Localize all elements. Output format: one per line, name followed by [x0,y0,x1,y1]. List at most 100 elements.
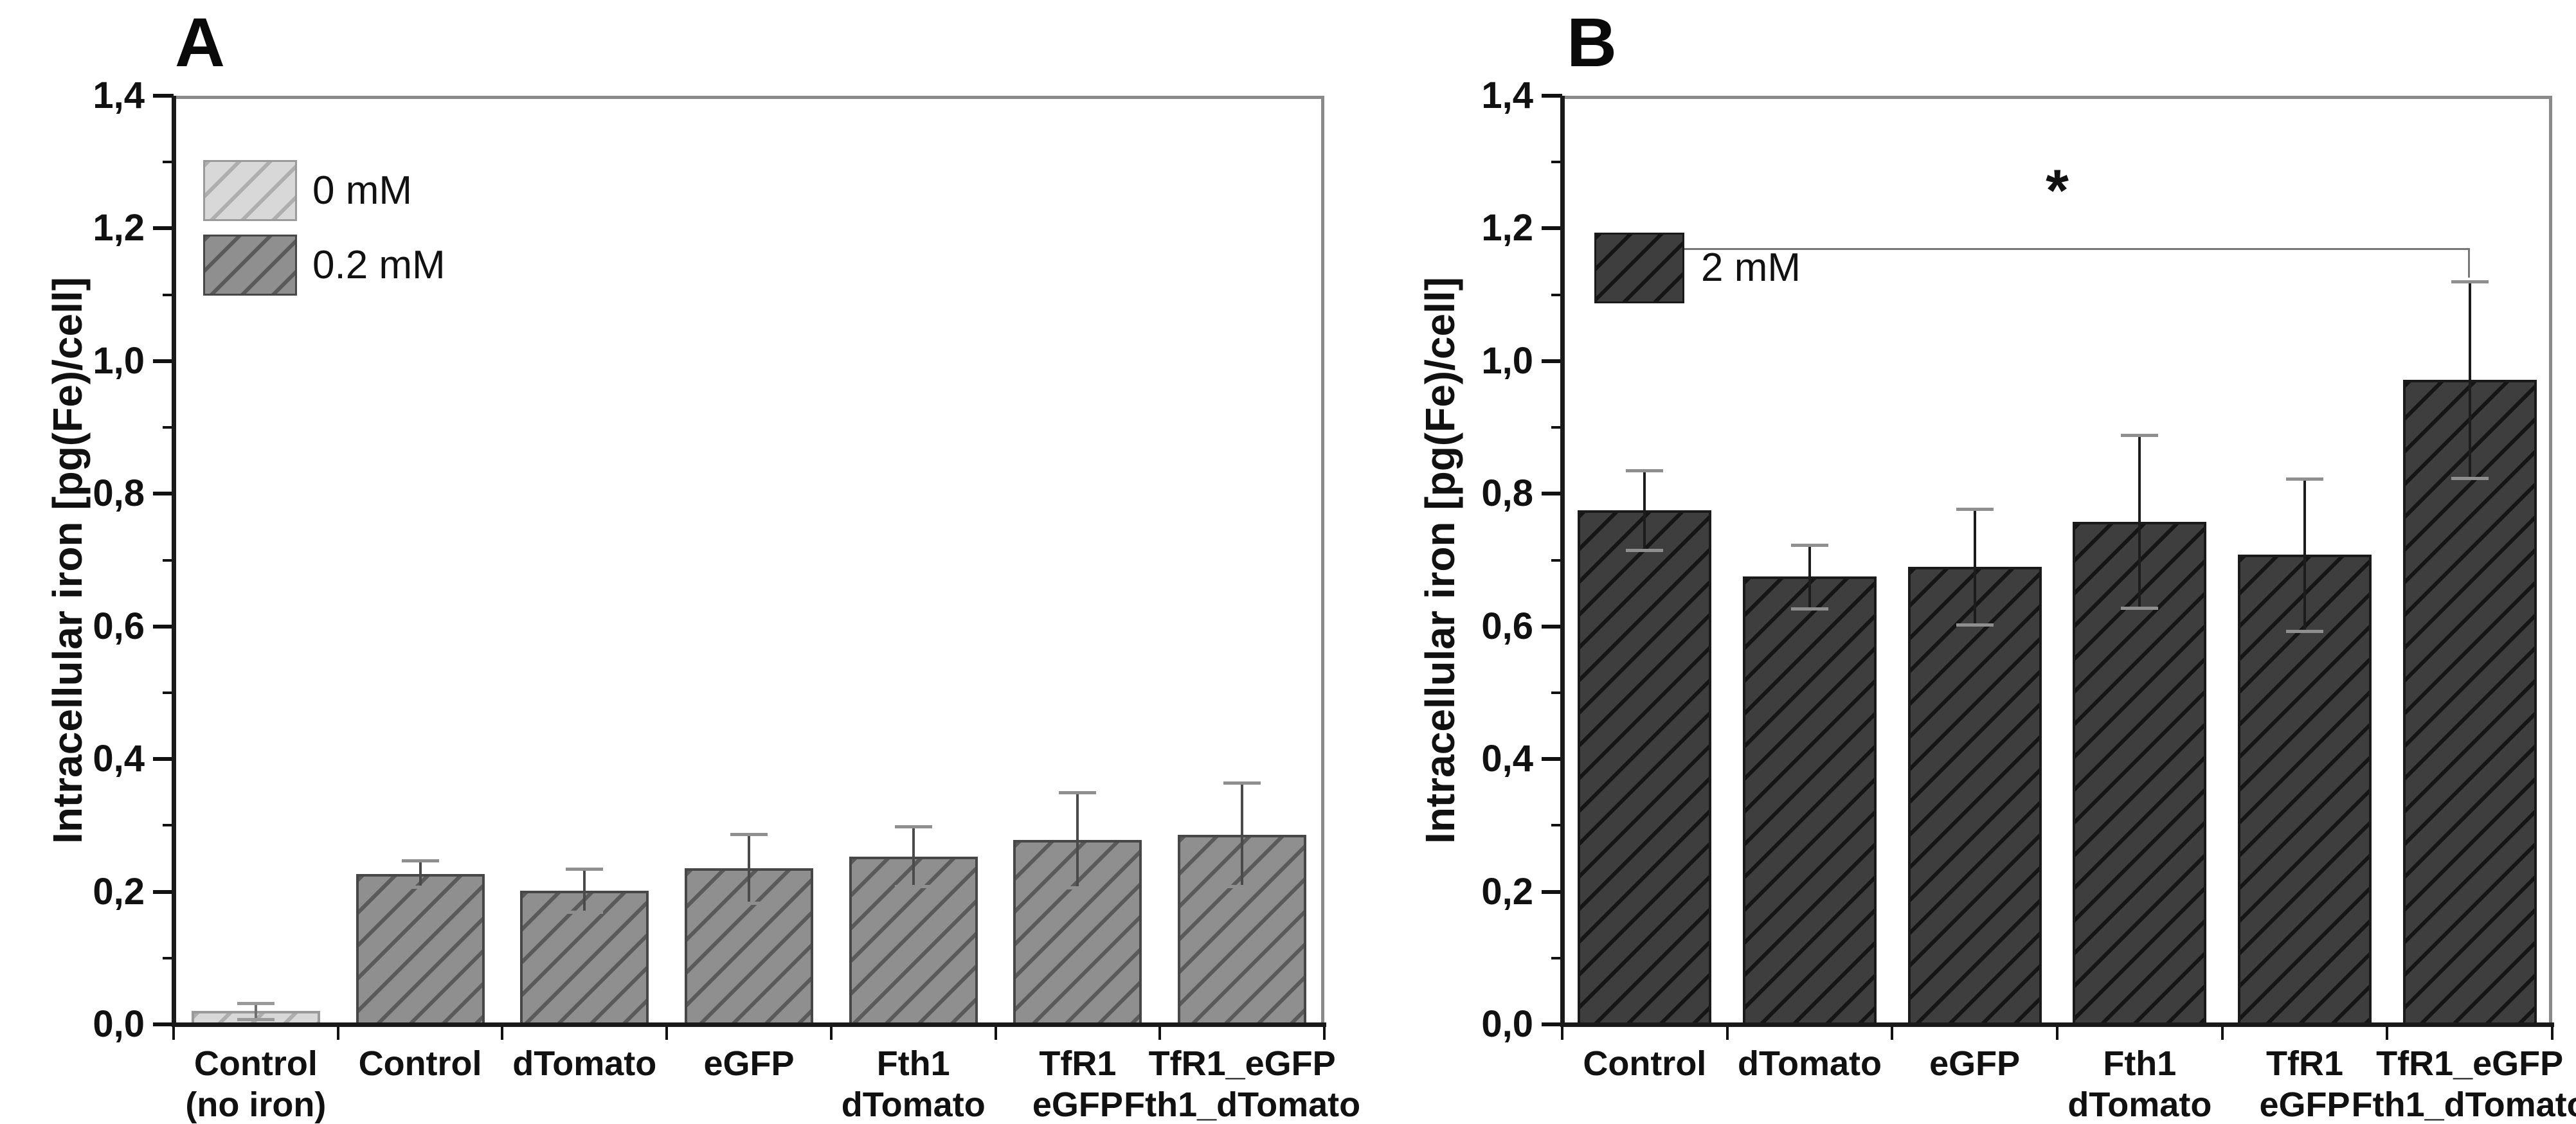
bar [2402,379,2537,1024]
x-tick [2220,1027,2224,1040]
x-tick [665,1027,669,1040]
error-bar-cap-bottom [2286,629,2323,633]
x-tick [501,1027,504,1040]
x-axis-line [172,1022,1326,1027]
y-major-tick [153,1022,174,1026]
error-bar-cap-bottom [1223,885,1261,889]
error-bar-cap-top [1956,508,1994,512]
legend-swatch [1594,233,1684,303]
x-category-label: Control [1583,1044,1707,1083]
x-category-label: (no iron) [185,1085,327,1124]
x-category-label: dTomato [1738,1044,1882,1083]
error-bar-cap-bottom [730,902,768,905]
y-minor-tick [1551,691,1562,694]
legend-label: 0 mM [312,168,412,213]
error-bar-stem [419,861,422,888]
significance-bracket [1644,248,2470,251]
x-axis-line [1560,1022,2554,1027]
y-minor-tick [163,691,174,694]
panel-letter: B [1567,3,1617,81]
x-category-label: Fth1_dTomato [2351,1085,2576,1124]
error-bar-cap-top [1223,781,1261,785]
x-tick [994,1027,997,1040]
panel-letter: A [175,3,225,81]
x-category-label: eGFP [2259,1085,2350,1124]
error-bar-cap-bottom [1791,607,1828,611]
y-tick-label: 0,2 [1481,870,1533,913]
x-tick [2386,1027,2389,1040]
significance-bracket-end-right [2467,248,2470,278]
y-axis-line [1560,96,1565,1027]
bar [1743,576,1877,1024]
y-minor-tick [1551,824,1562,827]
y-tick-label: 1,4 [93,75,145,116]
error-bar-cap-top [1059,790,1097,794]
y-tick-label: 1,2 [1481,207,1533,249]
error-bar-cap-top [2451,280,2489,283]
y-tick-label: 1,4 [1481,75,1533,116]
y-axis-line [172,96,176,1027]
error-bar-cap-bottom [1956,623,1994,627]
y-major-tick [1542,492,1562,496]
bar [849,856,978,1024]
y-major-tick [153,624,174,629]
y-tick-label: 0,4 [93,738,145,780]
error-bar-cap-bottom [401,886,439,889]
y-major-tick [153,359,174,363]
x-category-label: Fth1 [2103,1044,2177,1083]
y-major-tick [1542,94,1562,98]
x-tick [336,1027,339,1040]
y-major-tick [1542,889,1562,894]
error-bar-stem [1076,792,1079,888]
legend-label: 2 mM [1701,245,1801,290]
x-category-label: Fth1_dTomato [1124,1085,1361,1124]
error-bar-cap-top [1626,469,1664,473]
y-minor-tick [163,426,174,429]
y-tick-label: 0,0 [93,1003,145,1045]
x-tick [2551,1027,2553,1040]
x-category-label: eGFP [703,1044,795,1083]
plot-frame-top [1562,96,2552,99]
error-bar-cap-top [894,825,932,829]
y-minor-tick [163,824,174,827]
error-bar-stem [2303,478,2306,631]
y-minor-tick [163,161,174,164]
y-tick-label: 1,0 [93,339,145,382]
y-major-tick [1542,226,1562,231]
plot-frame-right [1321,96,1324,1024]
y-tick-label: 0,4 [1481,738,1533,780]
error-bar-cap-top [2121,434,2159,438]
error-bar-stem [1241,783,1244,887]
x-tick [1323,1027,1326,1040]
y-major-tick [1542,1022,1562,1026]
y-minor-tick [1551,161,1562,164]
y-major-tick [153,757,174,762]
y-major-tick [153,226,174,231]
legend-swatch [203,235,297,296]
y-tick-label: 0,2 [93,870,145,913]
x-category-label: Control [358,1044,482,1083]
bar [356,873,485,1024]
x-category-label: TfR1 [1039,1044,1117,1083]
x-category-label: dTomato [841,1085,986,1124]
bar [1578,510,1712,1024]
error-bar-cap-top [1791,543,1828,547]
error-bar-cap-top [730,832,768,836]
error-bar-stem [1973,509,1976,625]
y-minor-tick [1551,558,1562,562]
x-tick [172,1027,175,1040]
y-minor-tick [1551,293,1562,296]
error-bar-cap-bottom [2121,606,2159,610]
bar [2238,555,2372,1024]
error-bar-cap-bottom [2451,476,2489,480]
y-major-tick [153,889,174,894]
x-tick [1561,1027,1563,1040]
error-bar-stem [583,869,586,912]
x-tick [1158,1027,1162,1040]
y-minor-tick [163,956,174,959]
error-bar-stem [2138,435,2141,608]
y-tick-label: 0,6 [93,605,145,647]
